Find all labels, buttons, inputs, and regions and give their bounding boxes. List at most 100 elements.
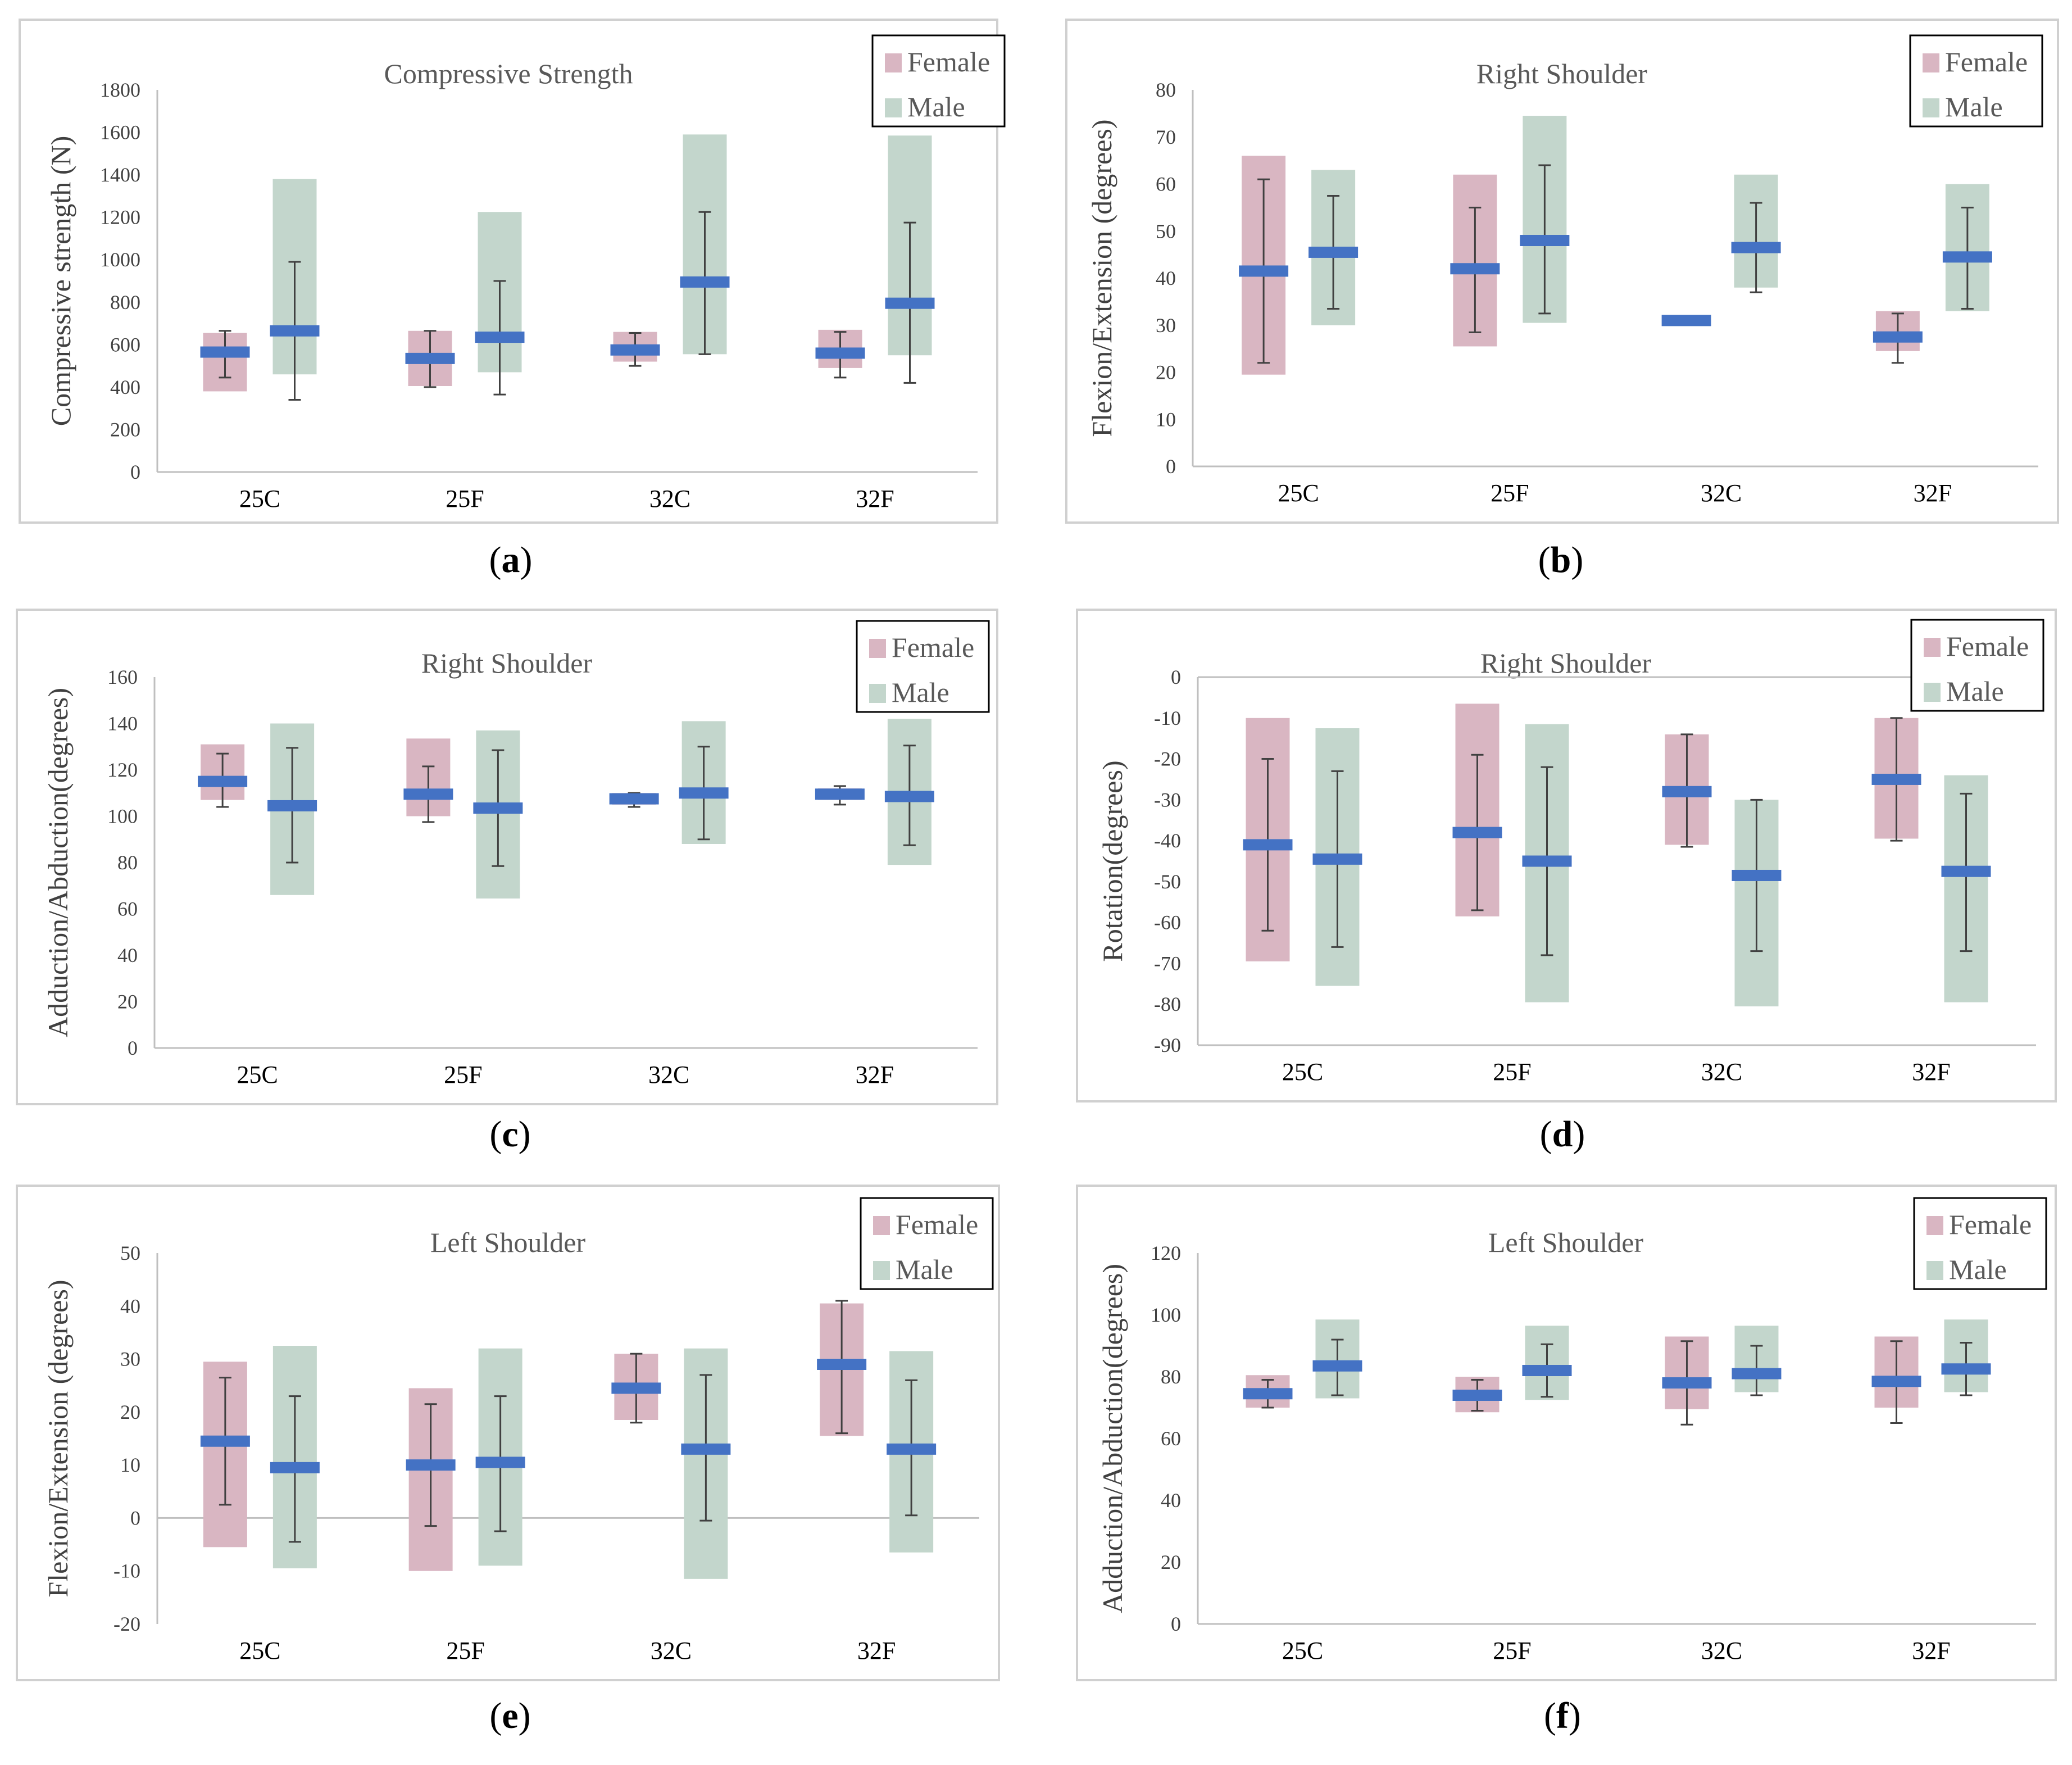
panel-caption-letter: a — [502, 539, 520, 580]
chart-title: Left Shoulder — [1488, 1227, 1644, 1258]
y-tick-label: 60 — [1156, 173, 1176, 196]
legend-male-label: Male — [892, 677, 949, 708]
panel-caption: (b) — [1538, 539, 1584, 580]
median-marker — [270, 325, 320, 337]
median-marker — [1308, 246, 1358, 258]
median-marker — [1941, 1363, 1991, 1375]
y-tick-label: 100 — [1151, 1304, 1181, 1326]
median-marker — [1871, 1376, 1921, 1387]
y-tick-label: 0 — [130, 461, 140, 483]
panel-caption-letter: c — [502, 1114, 518, 1155]
category-label: 32F — [856, 485, 894, 512]
legend-male-swatch — [1924, 683, 1941, 702]
median-marker — [1450, 263, 1500, 275]
y-tick-label: 40 — [1161, 1489, 1181, 1512]
y-tick-label: -40 — [1154, 829, 1181, 852]
y-tick-label: 1400 — [100, 164, 140, 186]
legend: Female Male — [1913, 1197, 2047, 1290]
panel-caption: (f) — [1544, 1695, 1581, 1736]
y-tick-label: 60 — [1161, 1427, 1181, 1450]
panel-frame — [1076, 1185, 2057, 1681]
chart-title: Left Shoulder — [430, 1227, 586, 1258]
chart-panel-b: Right Shoulder 0 10 20 30 40 50 60 70 80 Flexion/E… — [1065, 19, 2059, 580]
median-marker — [405, 352, 455, 364]
y-tick-label: 120 — [107, 759, 138, 781]
median-marker — [885, 297, 935, 309]
median-marker — [1239, 265, 1289, 277]
median-marker — [1732, 869, 1782, 881]
panel-caption-letter: d — [1552, 1114, 1573, 1155]
category-label: 25F — [444, 1061, 482, 1088]
category-label: 25C — [1282, 1637, 1323, 1664]
category-label: 32C — [1701, 1637, 1742, 1664]
median-marker — [1243, 1388, 1293, 1400]
panel-caption: (c) — [489, 1114, 530, 1155]
y-tick-label: 50 — [1156, 220, 1176, 242]
legend-male-swatch — [869, 684, 886, 703]
median-marker — [884, 791, 934, 802]
y-tick-label: 30 — [1156, 314, 1176, 337]
y-tick-label: 1800 — [100, 79, 140, 101]
chart-title: Compressive Strength — [384, 58, 633, 89]
legend-female-swatch — [885, 53, 902, 72]
legend: Female Male — [871, 34, 1006, 128]
category-label: 25F — [1493, 1058, 1531, 1086]
category-label: 32F — [857, 1637, 896, 1664]
panel-caption-letter: e — [502, 1695, 518, 1736]
y-axis-title: Flexion/Extension (degrees) — [1086, 119, 1117, 437]
legend-male-swatch — [1926, 1261, 1943, 1280]
median-marker — [1312, 1360, 1362, 1372]
median-marker — [200, 1435, 250, 1447]
y-tick-label: 800 — [110, 291, 140, 314]
median-marker — [1873, 331, 1923, 343]
median-marker — [815, 788, 865, 800]
median-marker — [680, 276, 730, 288]
chart-panel-d: Right Shoulder -90 -80 -70 -60 -50 -40 -30 -20 -1… — [1076, 609, 2057, 1155]
median-marker — [1661, 315, 1711, 326]
category-label: 32F — [856, 1061, 894, 1088]
chart-panel-e: Left Shoulder -20 -10 0 10 20 30 40 50 Flexion/Ex… — [16, 1185, 1000, 1736]
category-label: 32C — [649, 485, 690, 512]
panel-caption: (a) — [489, 539, 533, 580]
y-tick-label: 10 — [1156, 408, 1176, 430]
median-marker — [473, 802, 523, 814]
panel-caption: (e) — [489, 1695, 530, 1736]
chart-title: Right Shoulder — [1480, 647, 1652, 679]
y-tick-label: 80 — [1161, 1365, 1181, 1388]
y-tick-label: 20 — [120, 1401, 140, 1423]
y-tick-label: -10 — [1154, 707, 1181, 729]
chart-panel-f: Left Shoulder 0 20 40 60 80 100 120 Adduction/Ab… — [1076, 1185, 2057, 1736]
median-marker — [198, 775, 248, 787]
median-marker — [406, 1459, 456, 1471]
median-marker — [815, 347, 865, 359]
category-label: 25C — [1278, 479, 1319, 507]
legend: Female Male — [1910, 619, 2044, 712]
chart-panel-a: Compressive Strength 0 200 400 600 800 1000 120… — [19, 19, 1006, 580]
panel-caption-letter: b — [1551, 539, 1571, 580]
y-tick-label: 30 — [120, 1348, 140, 1371]
legend: Female Male — [860, 1197, 994, 1290]
median-marker — [1662, 1377, 1712, 1389]
y-tick-label: 140 — [107, 713, 138, 735]
y-tick-label: 0 — [128, 1037, 138, 1059]
median-marker — [1452, 827, 1502, 838]
y-tick-label: 1600 — [100, 121, 140, 144]
category-label: 32F — [1912, 1637, 1950, 1664]
median-marker — [1871, 773, 1921, 785]
median-marker — [1452, 1390, 1502, 1401]
legend: Female Male — [1909, 34, 2043, 128]
legend-male-label: Male — [1949, 1254, 2007, 1285]
y-tick-label: 400 — [110, 376, 140, 398]
median-marker — [679, 787, 729, 799]
median-marker — [403, 788, 453, 800]
y-tick-label: 200 — [110, 418, 140, 441]
chart-title: Right Shoulder — [421, 647, 593, 679]
median-marker — [1312, 853, 1362, 865]
median-marker — [475, 332, 525, 343]
y-tick-label: -30 — [1154, 788, 1181, 811]
legend-male-swatch — [873, 1261, 890, 1280]
y-tick-label: 50 — [120, 1242, 140, 1264]
y-tick-label: 20 — [1156, 361, 1176, 384]
category-label: 25C — [239, 1637, 280, 1664]
